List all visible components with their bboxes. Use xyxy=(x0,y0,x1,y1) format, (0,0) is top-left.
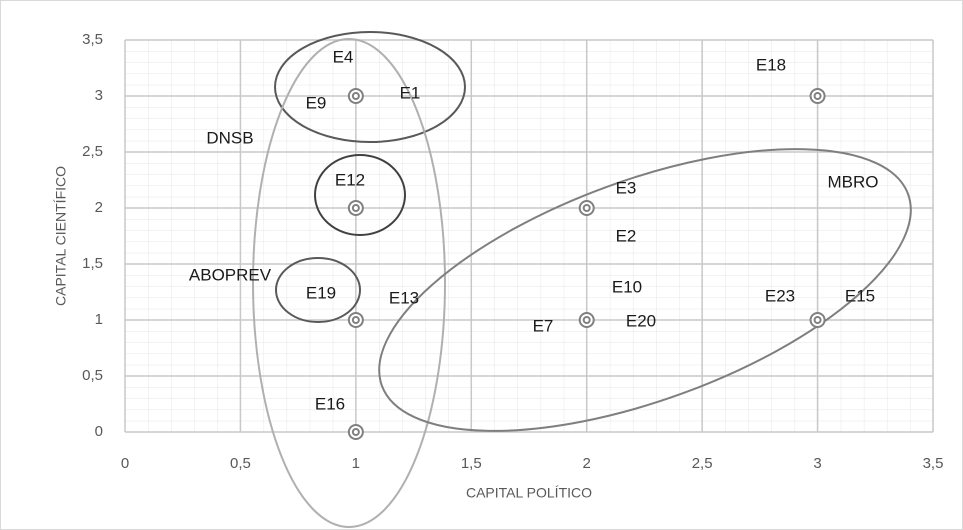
point-dot xyxy=(582,204,591,212)
x-tick-label: 0,5 xyxy=(230,455,251,472)
annotation: DNSB xyxy=(206,128,253,147)
x-tick-label: 1,5 xyxy=(461,455,482,472)
y-tick-label: 1,5 xyxy=(82,255,103,272)
x-tick-label: 1 xyxy=(352,455,360,472)
annotation: E15 xyxy=(845,286,875,305)
annotation: MBRO xyxy=(828,172,879,191)
annotation: E7 xyxy=(533,316,554,335)
group-ellipse xyxy=(274,31,466,143)
group-ellipse xyxy=(252,38,446,528)
annotation: E3 xyxy=(616,178,637,197)
point-dot xyxy=(813,316,822,324)
y-tick-label: 0 xyxy=(95,423,103,440)
group-shapes xyxy=(252,31,912,528)
annotation: ABOPREV xyxy=(189,265,272,284)
annotation: E10 xyxy=(612,277,642,296)
y-tick-label: 1 xyxy=(95,311,103,328)
point-dot xyxy=(582,316,591,324)
point-dot xyxy=(351,92,360,100)
point-dot xyxy=(813,92,822,100)
point xyxy=(347,88,364,104)
annotation: E16 xyxy=(315,394,345,413)
annotation: E9 xyxy=(306,93,327,112)
annotation: E18 xyxy=(756,55,786,74)
x-tick-label: 3,5 xyxy=(923,455,944,472)
annotation: E12 xyxy=(335,170,365,189)
annotation: E20 xyxy=(626,311,656,330)
annotation: E23 xyxy=(765,286,795,305)
annotation: E2 xyxy=(616,226,637,245)
annotation: E13 xyxy=(389,288,419,307)
group-ellipse xyxy=(275,257,361,323)
y-tick-label: 2 xyxy=(95,199,103,216)
x-axis-title: CAPITAL POLÍTICO xyxy=(466,485,592,501)
point-dot xyxy=(351,428,360,436)
x-tick-label: 0 xyxy=(121,455,129,472)
annotation: E4 xyxy=(333,47,354,66)
y-tick-label: 3 xyxy=(95,87,103,104)
annotation: E19 xyxy=(306,283,336,302)
group-ellipse xyxy=(378,148,912,432)
x-tick-label: 2,5 xyxy=(692,455,713,472)
point xyxy=(578,312,595,328)
annotation: E1 xyxy=(400,83,421,102)
x-tick-label: 2 xyxy=(583,455,591,472)
point-dot xyxy=(351,316,360,324)
group-ellipse xyxy=(314,154,406,236)
x-tick-label: 3 xyxy=(813,455,821,472)
point xyxy=(347,312,364,328)
point-dot xyxy=(351,204,360,212)
y-axis-title: CAPITAL CIENTÍFICO xyxy=(53,166,69,306)
point xyxy=(347,200,364,216)
y-tick-label: 3,5 xyxy=(82,31,103,48)
point xyxy=(578,200,595,216)
point xyxy=(809,88,826,104)
y-tick-label: 0,5 xyxy=(82,367,103,384)
y-tick-label: 2,5 xyxy=(82,143,103,160)
point xyxy=(809,312,826,328)
point xyxy=(347,424,364,440)
